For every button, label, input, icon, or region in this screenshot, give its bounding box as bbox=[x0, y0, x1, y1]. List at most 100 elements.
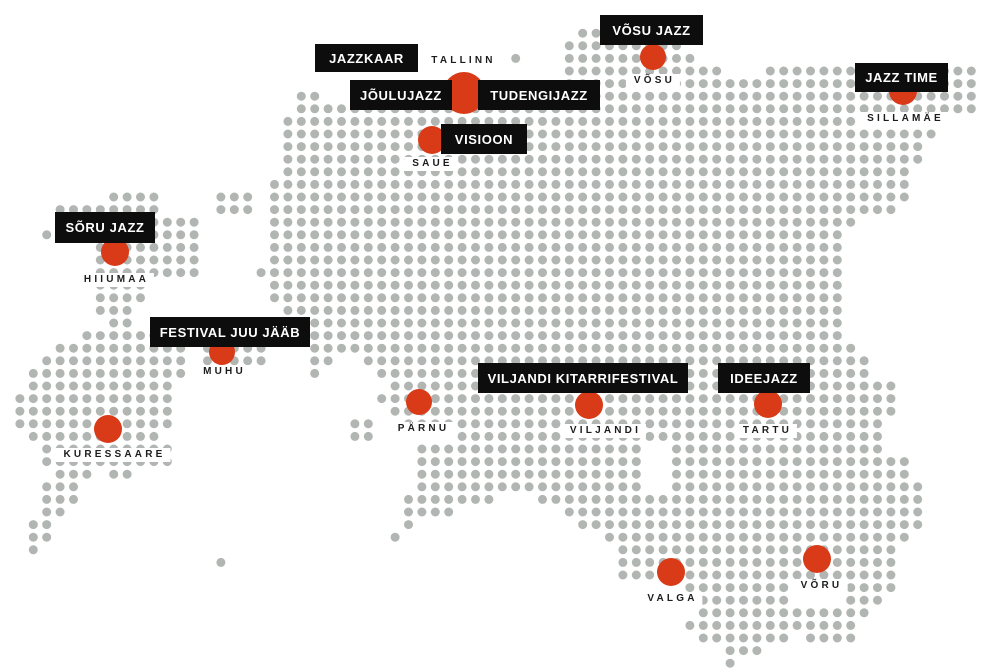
festival-label-viljandi-kitarrifestival[interactable]: VILJANDI KITARRIFESTIVAL bbox=[478, 363, 688, 393]
map-dot bbox=[417, 507, 427, 517]
map-dot bbox=[471, 394, 480, 404]
map-dot bbox=[631, 154, 641, 164]
map-dot bbox=[739, 255, 748, 265]
festival-label-jazz-time[interactable]: JAZZ TIME bbox=[855, 63, 948, 92]
map-dot bbox=[765, 570, 775, 580]
map-dot bbox=[323, 280, 333, 290]
map-dot bbox=[806, 192, 815, 202]
map-dot bbox=[779, 305, 789, 315]
festival-marker-valga[interactable] bbox=[657, 558, 685, 586]
map-dot bbox=[618, 192, 628, 202]
map-dot bbox=[605, 331, 614, 341]
map-dot bbox=[444, 268, 454, 278]
map-dot bbox=[631, 520, 641, 530]
map-dot bbox=[819, 570, 829, 580]
map-dot bbox=[739, 268, 748, 278]
map-dot bbox=[337, 179, 346, 189]
map-dot bbox=[752, 318, 762, 328]
map-dot bbox=[792, 242, 802, 252]
map-dot bbox=[846, 129, 856, 139]
map-dot bbox=[497, 331, 507, 341]
map-dot bbox=[551, 255, 561, 265]
map-dot bbox=[471, 167, 480, 177]
map-dot bbox=[832, 444, 842, 454]
map-dot bbox=[725, 129, 735, 139]
map-dot bbox=[417, 305, 427, 315]
map-dot bbox=[444, 293, 454, 303]
map-dot bbox=[564, 66, 574, 76]
festival-marker-parnu[interactable] bbox=[406, 389, 432, 415]
map-dot bbox=[685, 242, 695, 252]
map-dot bbox=[404, 142, 413, 152]
map-dot bbox=[792, 507, 802, 517]
map-dot bbox=[605, 507, 614, 517]
festival-label-joulujazz[interactable]: JÕULUJAZZ bbox=[350, 80, 452, 110]
map-dot bbox=[136, 356, 145, 366]
festival-label-tudengijazz[interactable]: TUDENGIJAZZ bbox=[478, 80, 600, 110]
festival-label-jazzkaar[interactable]: JAZZKAAR bbox=[315, 44, 418, 72]
map-dot bbox=[457, 368, 467, 378]
festival-marker-kuressaare[interactable] bbox=[94, 415, 122, 443]
map-dot bbox=[524, 406, 534, 416]
map-dot bbox=[551, 394, 561, 404]
map-dot bbox=[564, 394, 574, 404]
map-dot bbox=[162, 268, 172, 278]
map-dot bbox=[497, 179, 507, 189]
map-dot bbox=[873, 583, 882, 593]
map-dot bbox=[444, 242, 454, 252]
map-dot bbox=[363, 318, 373, 328]
map-dot bbox=[484, 154, 494, 164]
map-dot bbox=[430, 205, 440, 215]
map-dot bbox=[819, 154, 829, 164]
map-dot bbox=[404, 293, 413, 303]
map-dot bbox=[283, 268, 293, 278]
map-dot bbox=[645, 167, 655, 177]
map-dot bbox=[149, 394, 159, 404]
map-dot bbox=[618, 469, 628, 479]
map-dot bbox=[511, 255, 521, 265]
map-dot bbox=[511, 179, 521, 189]
map-dot bbox=[136, 419, 145, 429]
map-dot bbox=[765, 608, 775, 618]
map-dot bbox=[551, 167, 561, 177]
map-dot bbox=[886, 583, 896, 593]
map-dot bbox=[404, 331, 413, 341]
festival-label-festival-juu-jaab[interactable]: FESTIVAL JUU JÄÄB bbox=[150, 317, 310, 347]
festival-marker-viljandi[interactable] bbox=[575, 391, 603, 419]
map-dot bbox=[618, 205, 628, 215]
map-dot bbox=[846, 545, 856, 555]
map-dot bbox=[806, 532, 815, 542]
festival-label-vosu-jazz[interactable]: VÕSU JAZZ bbox=[600, 15, 703, 45]
festival-marker-tartu[interactable] bbox=[754, 390, 782, 418]
map-dot bbox=[685, 532, 695, 542]
map-dot bbox=[725, 230, 735, 240]
map-dot bbox=[846, 457, 856, 467]
map-dot bbox=[524, 217, 534, 227]
festival-label-visioon[interactable]: VISIOON bbox=[441, 124, 527, 154]
festival-marker-voru[interactable] bbox=[803, 545, 831, 573]
map-dot bbox=[323, 230, 333, 240]
map-dot bbox=[564, 217, 574, 227]
festival-label-soru-jazz[interactable]: SÕRU JAZZ bbox=[55, 212, 155, 243]
festival-label-ideejazz[interactable]: IDEEJAZZ bbox=[718, 363, 810, 393]
map-dot bbox=[337, 268, 346, 278]
festival-marker-vosu[interactable] bbox=[640, 44, 666, 70]
map-dot bbox=[658, 318, 668, 328]
map-dot bbox=[471, 255, 480, 265]
map-dot bbox=[578, 469, 588, 479]
map-dot bbox=[792, 293, 802, 303]
map-dot bbox=[645, 179, 655, 189]
map-dot bbox=[832, 217, 842, 227]
map-dot bbox=[846, 104, 856, 114]
map-dot bbox=[752, 142, 762, 152]
map-dot bbox=[899, 142, 909, 152]
map-dot bbox=[739, 104, 748, 114]
map-dot bbox=[484, 482, 494, 492]
map-dot bbox=[685, 205, 695, 215]
map-dot bbox=[658, 167, 668, 177]
map-dot bbox=[739, 242, 748, 252]
map-dot bbox=[792, 305, 802, 315]
map-dot bbox=[350, 431, 360, 441]
map-dot bbox=[430, 217, 440, 227]
map-dot bbox=[725, 494, 735, 504]
